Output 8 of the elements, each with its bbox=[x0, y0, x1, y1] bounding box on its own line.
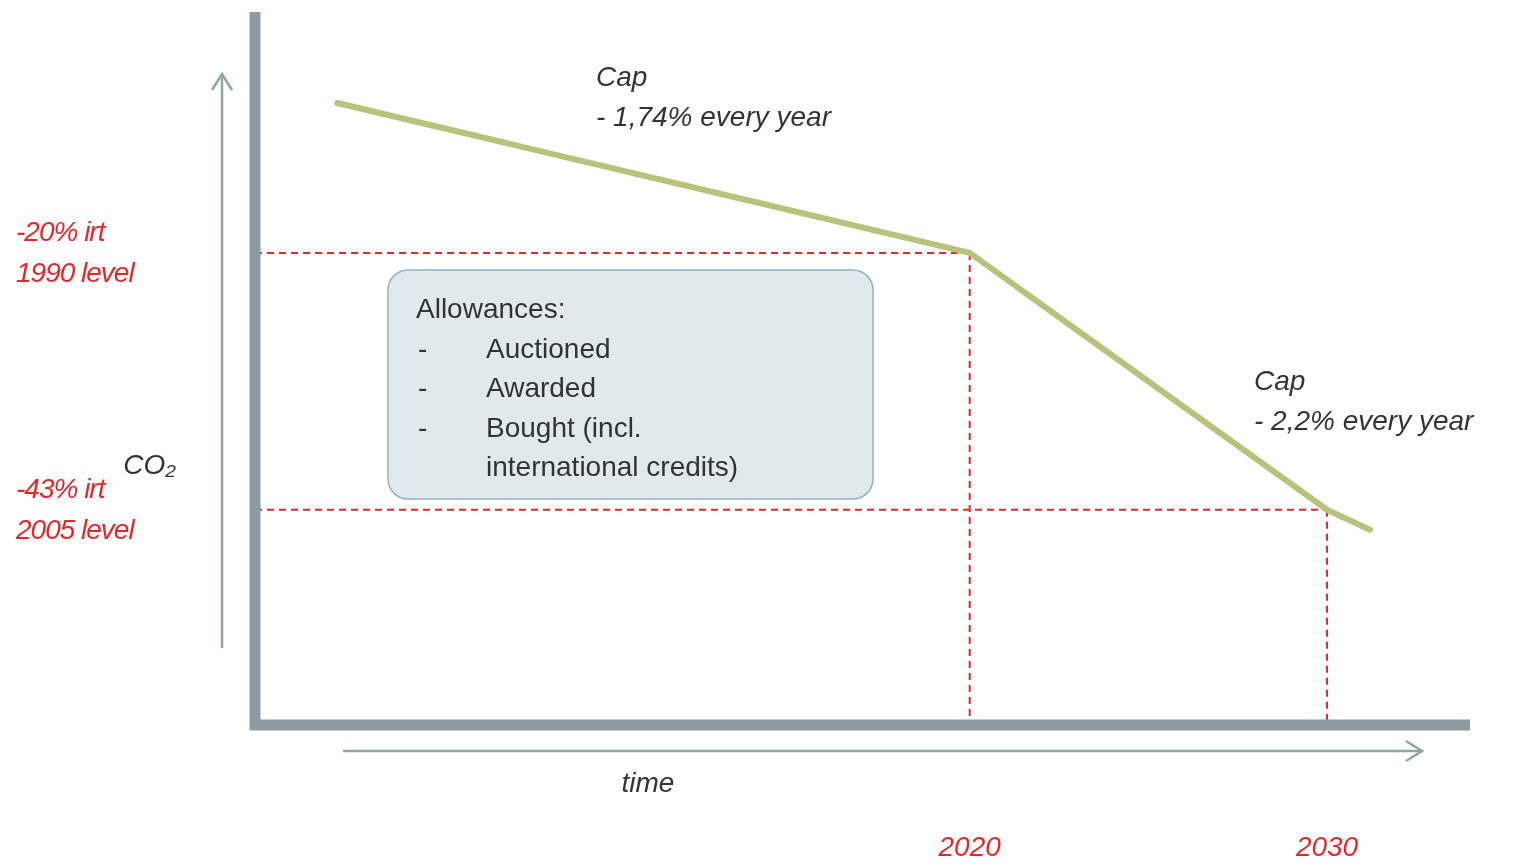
annotation: Cap - 1,74% every year bbox=[596, 61, 833, 132]
text: Allowances: - Auctioned - Awarded - Bought (incl. international credits) bbox=[416, 293, 739, 482]
x-axis-title: time bbox=[621, 767, 675, 798]
ref-line-label: -20% irt 1990 level bbox=[16, 215, 136, 288]
x-tick-label: 2030 bbox=[1294, 831, 1359, 862]
x-tick-label: 2020 bbox=[937, 831, 1002, 862]
annotation: Cap - 2,2% every year bbox=[1254, 365, 1476, 436]
y-axis-title: CO₂ bbox=[123, 449, 177, 480]
